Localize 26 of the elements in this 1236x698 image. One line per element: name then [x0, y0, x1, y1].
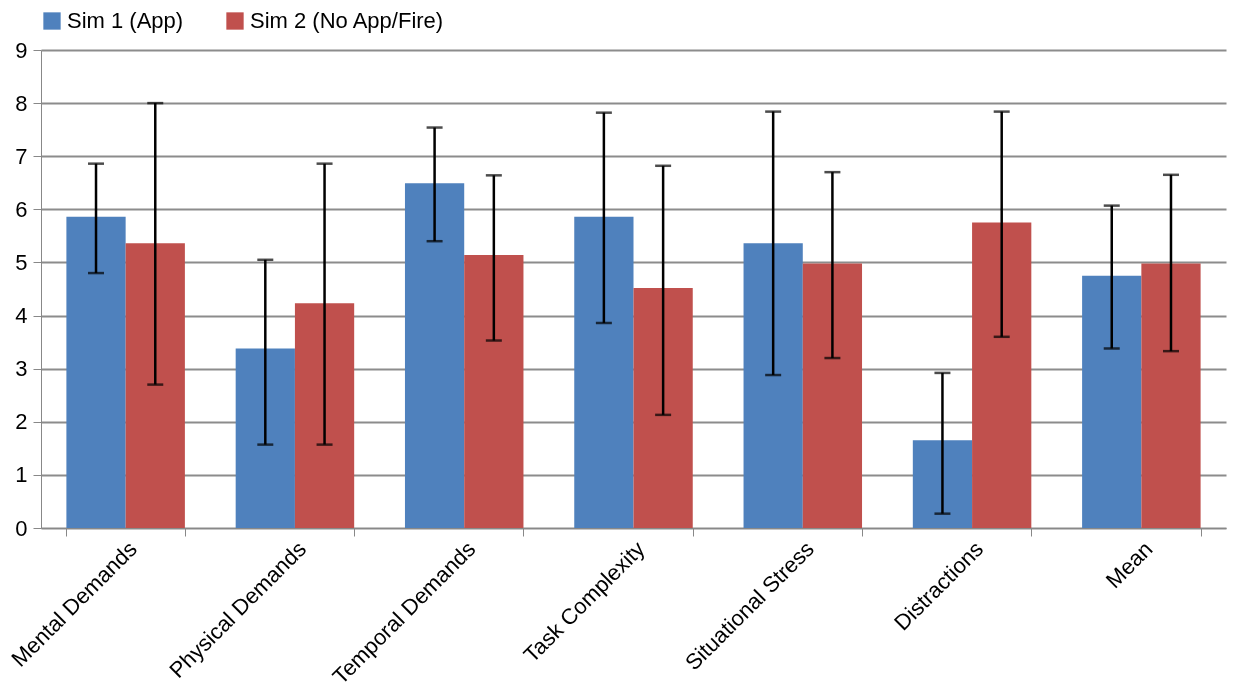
- y-tick-label: 4: [15, 303, 28, 329]
- bar: [464, 255, 524, 528]
- y-tick-label: 3: [15, 356, 28, 382]
- bar: [235, 348, 295, 528]
- y-tick-label: 2: [15, 409, 28, 435]
- y-tick-label: 1: [15, 462, 28, 488]
- y-tick-label: 6: [15, 196, 28, 222]
- y-tick-label: 0: [15, 515, 28, 541]
- bar: [972, 222, 1032, 528]
- bar: [802, 263, 863, 528]
- bar: [404, 183, 465, 528]
- bar: [66, 216, 126, 528]
- bar: [633, 287, 693, 528]
- bar: [1082, 275, 1142, 528]
- y-tick-label: 9: [15, 37, 28, 63]
- bar: [743, 243, 803, 528]
- bar: [912, 440, 973, 528]
- bar: [125, 243, 185, 528]
- legend-label: Sim 2 (No App/Fire): [250, 8, 444, 33]
- legend-label: Sim 1 (App): [67, 8, 184, 33]
- bar: [294, 303, 355, 528]
- bar: [574, 216, 634, 528]
- y-tick-label: 7: [15, 143, 28, 169]
- y-tick-label: 8: [15, 90, 28, 116]
- y-tick-label: 5: [15, 249, 28, 275]
- bar: [1141, 263, 1201, 528]
